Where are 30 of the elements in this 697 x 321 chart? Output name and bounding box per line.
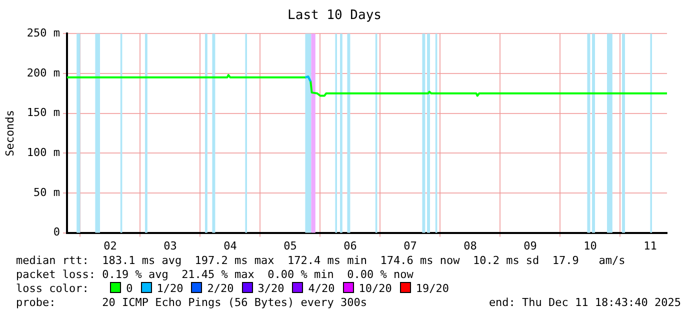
y-tick-label: 100 m	[26, 146, 60, 159]
x-tick-label: 08	[464, 239, 477, 252]
text: median rtt: 183.1 ms avg 197.2 ms max 172.4 ms min 174.6 ms now 10.2 ms sd 17.9 am/s	[16, 254, 626, 268]
y-tick-label: 200 m	[26, 66, 60, 80]
x-tick-label: 04	[224, 239, 238, 252]
y-tick-label: 50 m	[34, 186, 60, 199]
text: end: Thu Dec 11 18:43:40 2025	[488, 296, 681, 310]
legend-label: 2/20	[207, 282, 234, 295]
text: packet loss: 0.19 % avg 21.45 % max 0.00 % min 0.00 % now	[16, 268, 414, 282]
legend-label: 3/20	[258, 282, 284, 295]
x-tick-label: 10	[584, 239, 597, 252]
x-tick-label: 09	[524, 239, 537, 252]
y-tick-label: 150 m	[26, 106, 60, 120]
chart-title: Last 10 Days	[288, 8, 382, 24]
legend-label: 1/20	[156, 282, 184, 295]
y-tick-label: 250 m	[26, 26, 60, 40]
x-tick-label: 06	[344, 239, 357, 252]
legend-label: 0	[126, 282, 133, 295]
text: probe: 20 ICMP Echo Pings (56 Bytes) every 300s	[16, 296, 367, 309]
y-tick-label: 0	[53, 226, 60, 239]
y-axis-title: Seconds	[3, 110, 16, 156]
x-tick-label: 03	[164, 239, 177, 252]
legend-label: 10/20	[358, 282, 392, 295]
legend-label: 4/20	[308, 282, 335, 295]
x-tick-label: 07	[404, 239, 417, 252]
x-tick-label: 02	[104, 239, 117, 252]
legend-title: loss color:	[16, 282, 90, 295]
x-tick-label: 05	[284, 239, 297, 252]
legend-label: 19/20	[416, 282, 449, 295]
x-tick-label: 11	[644, 239, 657, 252]
